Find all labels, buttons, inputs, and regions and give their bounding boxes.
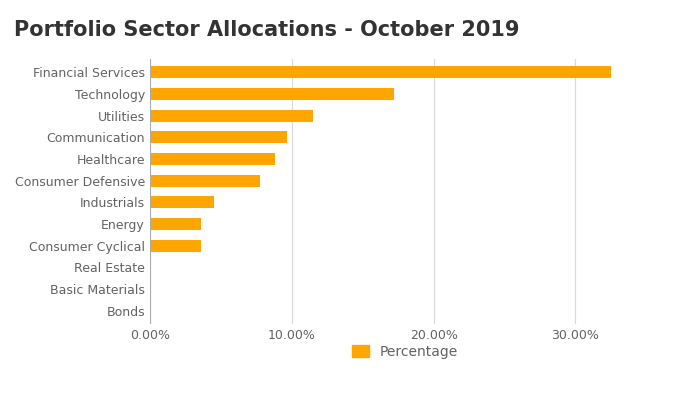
Legend: Percentage: Percentage [347, 339, 464, 365]
Bar [150, 110, 313, 122]
Bar [150, 240, 201, 252]
Bar [150, 218, 201, 230]
Bar [150, 132, 287, 143]
Bar [150, 88, 394, 100]
Bar [150, 66, 611, 78]
Bar [150, 175, 260, 187]
Bar [150, 153, 274, 165]
Text: Portfolio Sector Allocations - October 2019: Portfolio Sector Allocations - October 2… [14, 20, 519, 40]
Bar [150, 196, 214, 209]
